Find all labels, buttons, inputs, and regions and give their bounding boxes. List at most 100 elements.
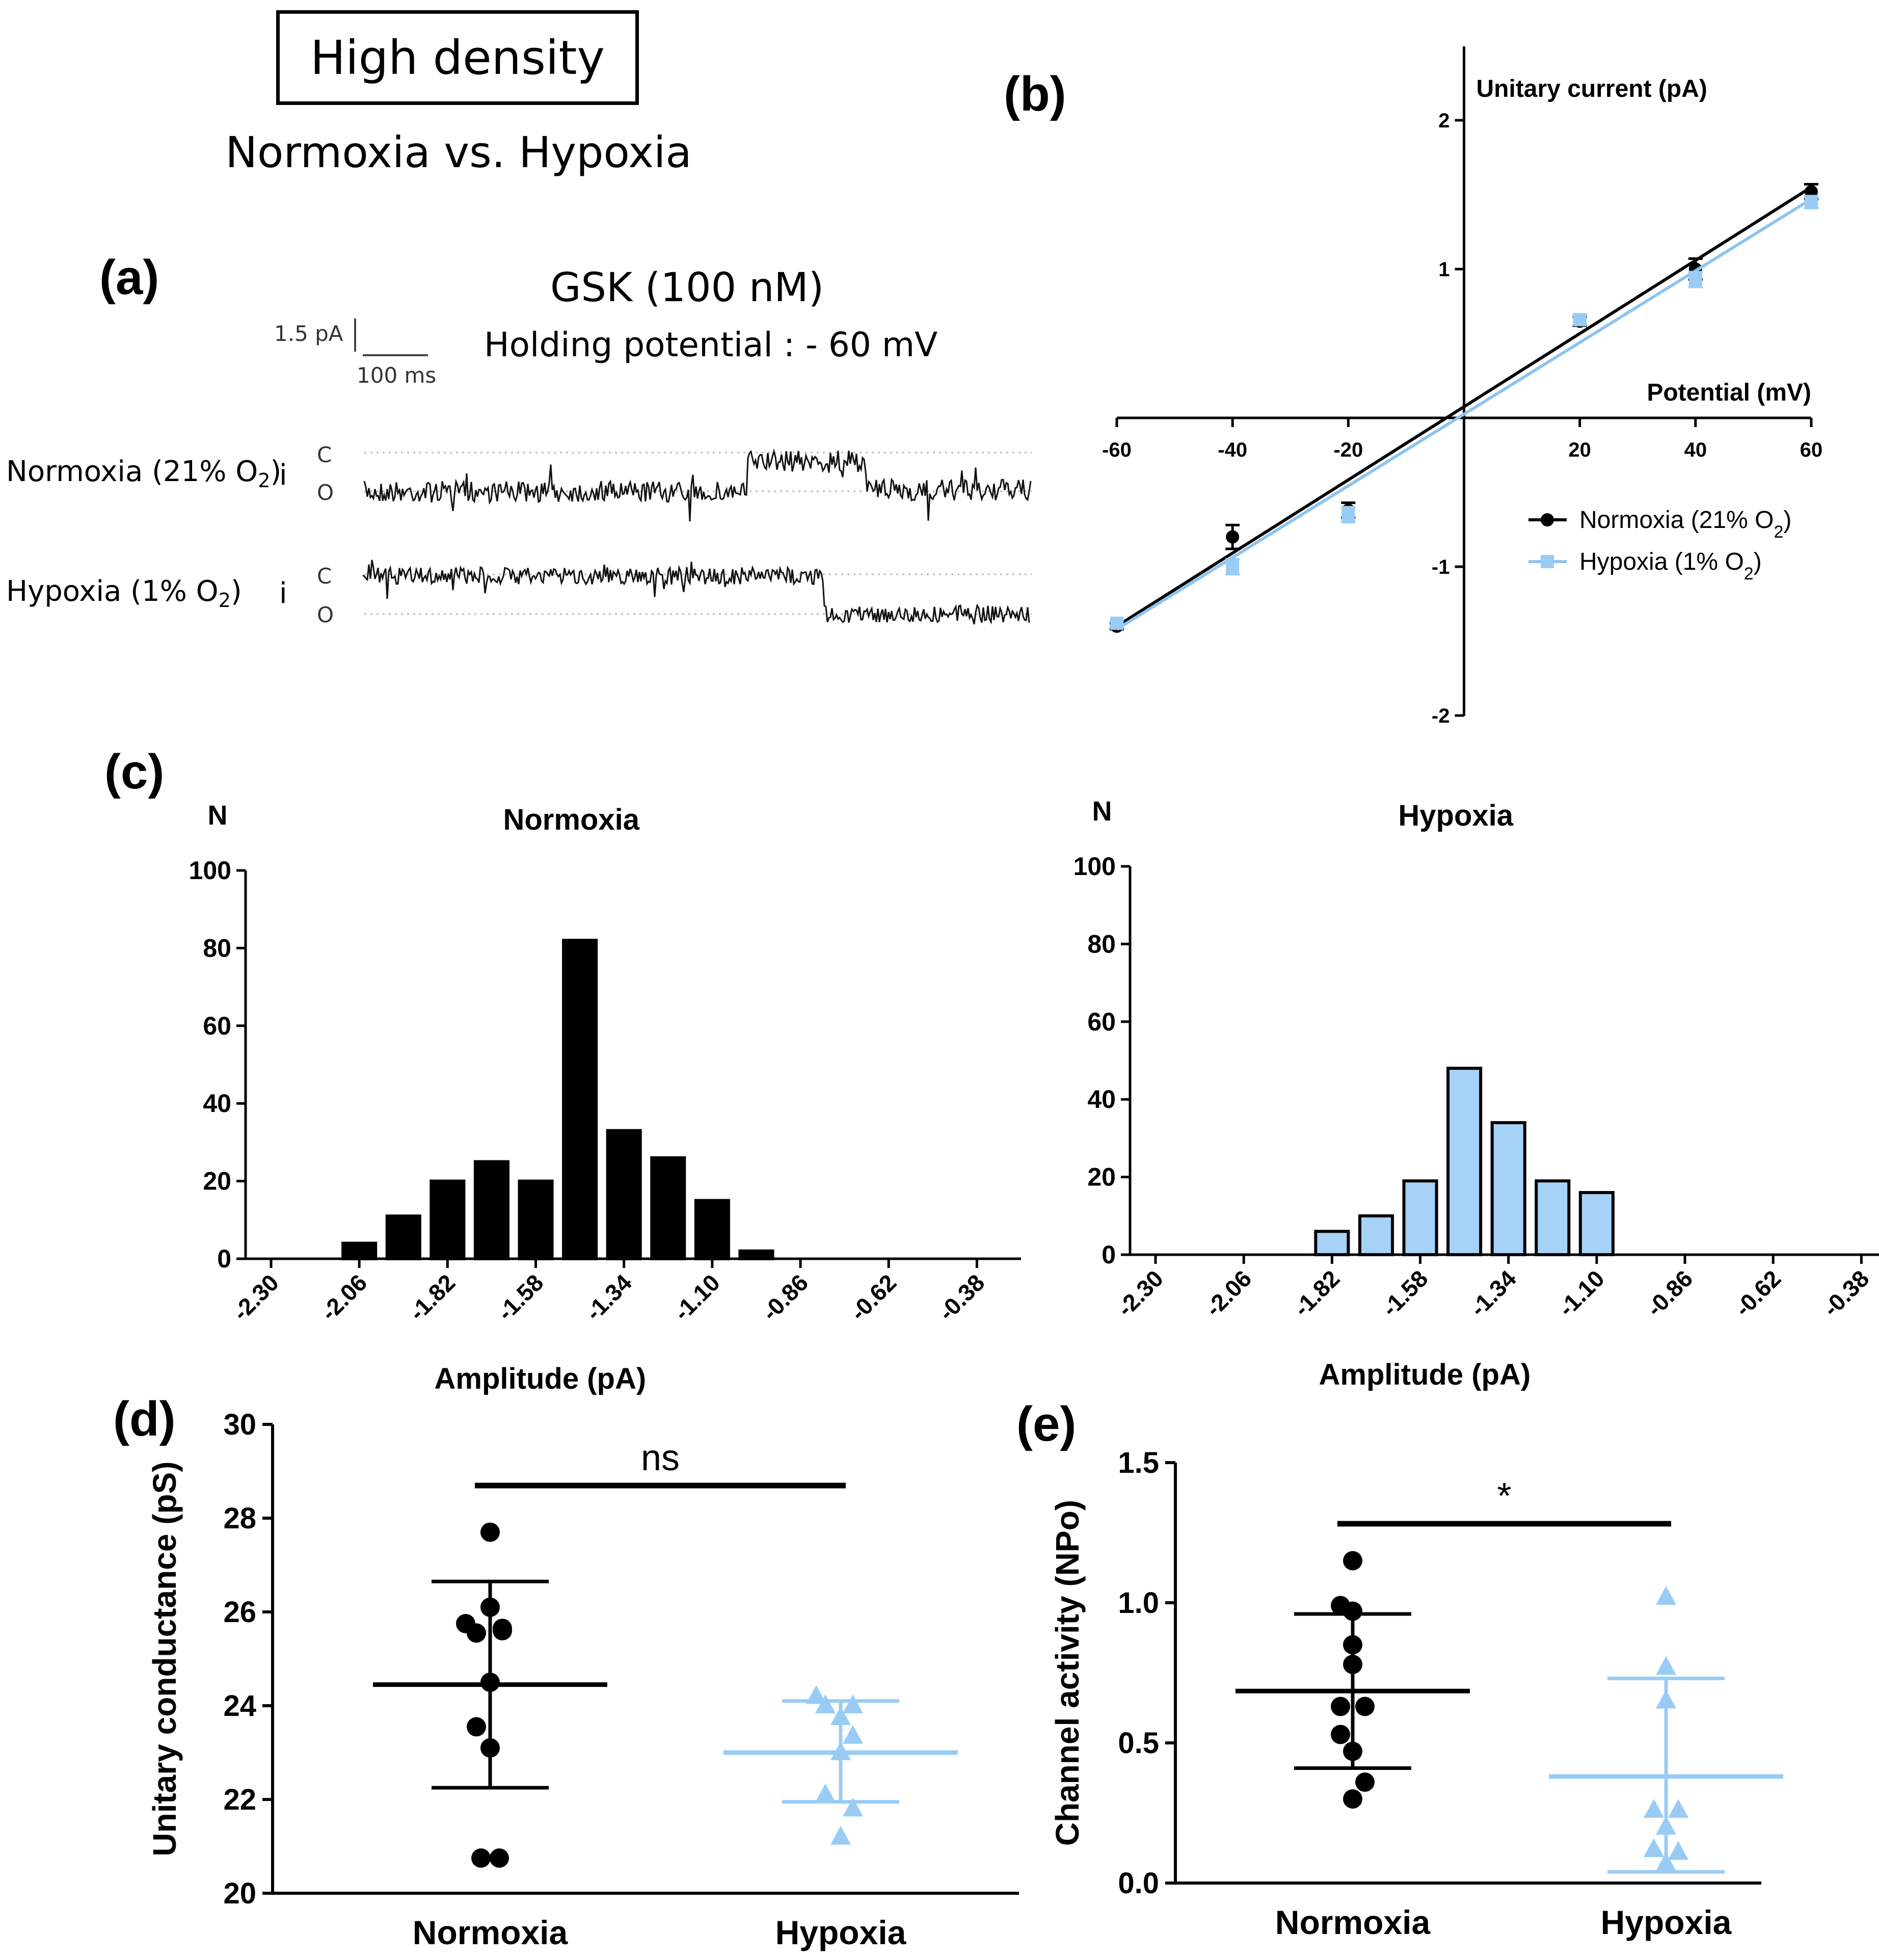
trace-label-normoxia: Normoxia (21% O2) (6, 455, 282, 492)
iv-legend-marker (1541, 555, 1554, 568)
scatter-point-normoxia (480, 1597, 500, 1617)
iv-legend-label: Hypoxia (1% O2) (1579, 548, 1762, 584)
scatter-point-normoxia (480, 1738, 500, 1758)
scatter-point-hypoxia (1668, 1799, 1688, 1818)
scatter-y-tick-label: 24 (223, 1689, 256, 1723)
header-title: High density (310, 30, 605, 85)
scatter-point-normoxia (480, 1522, 500, 1542)
panel-label-c: (c) (104, 745, 165, 799)
hist-bar (385, 1214, 421, 1260)
scatter-point-hypoxia (843, 1797, 863, 1817)
scale-time-label: 100 ms (357, 363, 437, 388)
histogram-normoxia: 0 20 40 60 80 100 -2.30 -2.06 -1.82 -1.58 -1.34 -1.… (189, 800, 1021, 1395)
iv-x-tick-label: -60 (1102, 439, 1132, 461)
scatter-y-tick-label: 1.0 (1118, 1586, 1159, 1620)
scatter-y-tick-label: 30 (223, 1408, 256, 1441)
hist-y-tick-label: 0 (1102, 1240, 1116, 1269)
hist-x-tick-label: -1.82 (404, 1269, 461, 1326)
scatter-point-normoxia (1343, 1655, 1362, 1674)
iv-x-axis-title: Potential (mV) (1647, 379, 1811, 406)
scatter-y-axis-title: Channel activity (NPo) (1049, 1500, 1086, 1846)
hist-bar (473, 1160, 509, 1260)
hist-x-tick-label: -1.82 (1289, 1265, 1345, 1321)
hist-y-tick-label: 80 (1087, 930, 1116, 958)
holding-potential-label: Holding potential : - 60 mV (484, 325, 938, 364)
iv-point-hypoxia (1688, 273, 1702, 286)
hist-y-tick-label: 20 (203, 1167, 231, 1196)
scatter-point-hypoxia (830, 1825, 851, 1845)
hist-bar (430, 1179, 466, 1261)
scatter-point-hypoxia (1656, 1852, 1676, 1871)
hist-bar (1490, 1121, 1526, 1256)
scatter-point-normoxia (471, 1848, 491, 1868)
scatter-point-normoxia (1343, 1789, 1362, 1809)
scatter-point-normoxia (1355, 1697, 1375, 1716)
hist-bar (1358, 1214, 1394, 1257)
hist-x-tick-label: -1.58 (1377, 1265, 1433, 1321)
hist-bar (1535, 1179, 1571, 1256)
trace-label-hypoxia: Hypoxia (1% O2) (6, 575, 242, 612)
hist-x-tick-label: -0.62 (845, 1269, 901, 1326)
drug-label: GSK (100 nM) (550, 265, 824, 311)
iv-point-hypoxia (1805, 195, 1818, 209)
scatter-point-hypoxia (1668, 1841, 1688, 1860)
hist-x-axis-title: Amplitude (pA) (1319, 1358, 1531, 1391)
hist-bar (694, 1199, 730, 1260)
hist-y-tick-label: 60 (203, 1012, 231, 1040)
iv-x-tick-label: 40 (1684, 439, 1707, 461)
scatter-point-normoxia (490, 1848, 509, 1868)
scatter-point-normoxia (493, 1619, 512, 1638)
iv-y-tick-label: -2 (1432, 705, 1450, 727)
scatter-category-label: Normoxia (413, 1914, 569, 1951)
scatter-point-normoxia (1331, 1725, 1350, 1744)
iv-point-hypoxia (1110, 616, 1123, 630)
panel-label-e: (e) (1016, 1397, 1077, 1451)
iv-legend-marker (1541, 513, 1554, 526)
hist-y-axis-title: N (208, 800, 228, 831)
scatter-y-tick-label: 0.0 (1118, 1867, 1159, 1900)
scatter-point-hypoxia (1644, 1838, 1664, 1857)
hist-bar (606, 1129, 642, 1261)
scatter-category-label: Normoxia (1275, 1903, 1431, 1941)
scatter-point-hypoxia (1656, 1586, 1676, 1605)
scatter-point-normoxia (1355, 1772, 1375, 1792)
scatter-y-tick-label: 20 (223, 1877, 256, 1910)
iv-point-hypoxia (1341, 508, 1355, 521)
hist-y-tick-label: 80 (203, 934, 231, 962)
hist-bar (1314, 1230, 1350, 1257)
iv-x-tick-label: 60 (1800, 439, 1823, 461)
hist-x-tick-label: -2.06 (1200, 1265, 1256, 1321)
header-subtitle: Normoxia vs. Hypoxia (225, 127, 692, 177)
hist-x-tick-label: -2.06 (315, 1269, 372, 1326)
scatter-point-normoxia (1343, 1741, 1362, 1761)
iv-y-tick-label: 2 (1438, 110, 1449, 132)
hist-y-tick-label: 20 (1087, 1163, 1116, 1191)
iv-point-hypoxia (1226, 560, 1240, 573)
scatter-point-hypoxia (830, 1741, 851, 1760)
header-title-box: High density (276, 10, 639, 105)
trace-normoxia (363, 448, 1032, 522)
hist-x-tick-label: -0.86 (1641, 1265, 1698, 1321)
hist-bar (1446, 1067, 1483, 1256)
scatter-point-hypoxia (843, 1694, 863, 1713)
iv-legend-label: Normoxia (21% O2) (1579, 507, 1791, 542)
iv-x-tick-label: 20 (1568, 439, 1591, 461)
scale-current-label: 1.5 pA (274, 321, 343, 346)
scatter-y-tick-label: 22 (223, 1783, 256, 1816)
hist-x-tick-label: -1.10 (1553, 1265, 1609, 1321)
hist-x-tick-label: -2.30 (1112, 1265, 1168, 1321)
hist-x-tick-label: -0.38 (1818, 1265, 1874, 1321)
scatter-point-hypoxia (815, 1694, 836, 1713)
panel-label-d: (d) (113, 1392, 176, 1446)
hist-x-tick-label: -0.38 (933, 1269, 990, 1326)
conductance-scatter: 20 22 24 26 28 30 Unitary conductance (pS) Norm… (146, 1408, 1019, 1951)
hist-y-tick-label: 100 (189, 856, 231, 885)
hist-x-tick-label: -0.86 (757, 1269, 813, 1326)
hist-title: Hypoxia (1398, 799, 1513, 832)
scatter-point-hypoxia (1656, 1656, 1676, 1675)
iv-x-tick-label: -20 (1333, 439, 1363, 461)
iv-y-tick-label: -1 (1432, 556, 1450, 578)
trace-open-label-hypoxia: O (317, 602, 334, 627)
hist-y-tick-label: 0 (217, 1244, 231, 1273)
